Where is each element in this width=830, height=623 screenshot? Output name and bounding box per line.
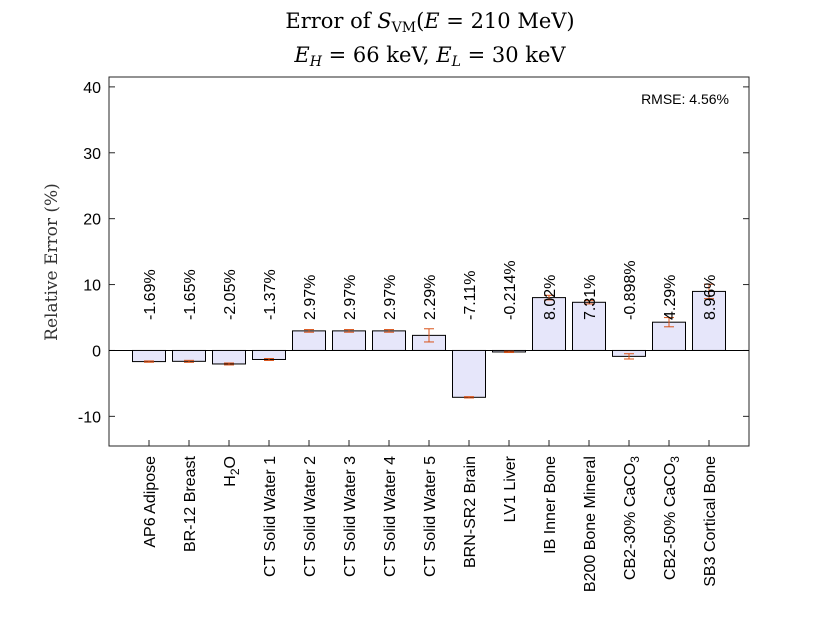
y-axis-label: Relative Error (%): [42, 183, 62, 341]
data-label: 2.29%: [422, 275, 439, 320]
data-label: -7.11%: [462, 270, 479, 320]
y-tick-label: 0: [92, 343, 101, 360]
plot-area: -10 0 10 20 30 40 -1.69% AP6 Adipose -1.65% BR-12…: [78, 76, 750, 592]
category-label: B200 Bone Mineral: [582, 456, 599, 592]
category-label: LV1 Liver: [502, 455, 519, 522]
category-label: BRN-SR2 Brain: [462, 456, 479, 568]
axes-box: [108, 76, 750, 447]
y-tick-label: 20: [83, 212, 101, 229]
bar: [332, 330, 366, 351]
category-label: CB2-30% CaCO3: [622, 456, 642, 580]
chart-title-line1: Error of SVM(E = 210 MeV): [285, 9, 574, 36]
title-subscript: VM: [391, 20, 416, 36]
y-tick-label: 10: [83, 278, 101, 295]
bar: [692, 290, 726, 351]
bar: [212, 349, 246, 365]
data-label: 4.29%: [662, 275, 679, 320]
data-label: 8.96%: [702, 275, 719, 320]
category-label: IB Inner Bone: [542, 456, 559, 554]
data-label: -2.05%: [222, 269, 239, 320]
bar: [172, 349, 206, 362]
title-eh-symbol: E: [293, 43, 309, 67]
title-energy-symbol: E: [423, 9, 439, 33]
data-label: 2.97%: [342, 275, 359, 320]
category-label: CT Solid Water 4: [382, 456, 399, 577]
title-prefix: Error of: [285, 9, 377, 33]
title-eh-value: = 66 keV,: [322, 43, 436, 67]
data-label: -1.65%: [182, 269, 199, 320]
data-label: 2.97%: [382, 275, 399, 320]
bar: [572, 301, 606, 351]
data-label: -0.898%: [622, 260, 639, 320]
bar: [292, 330, 326, 351]
title-el-value: = 30 keV: [461, 43, 566, 67]
data-label: 2.97%: [302, 275, 319, 320]
category-label: H2O: [222, 456, 242, 487]
category-label: BR-12 Breast: [182, 455, 199, 552]
title-eh-subscript: H: [309, 54, 323, 70]
title-energy-value: = 210 MeV): [440, 9, 575, 33]
y-tick-label: -10: [78, 409, 101, 426]
title-symbol: S: [377, 9, 391, 33]
title-el-symbol: E: [435, 43, 451, 67]
data-label: -1.37%: [262, 269, 279, 320]
bar: [452, 349, 486, 398]
data-label: -0.214%: [502, 260, 519, 320]
category-label: CT Solid Water 5: [422, 456, 439, 577]
title-el-subscript: L: [451, 54, 461, 70]
category-label: CT Solid Water 3: [342, 456, 359, 577]
rmse-annotation: RMSE: 4.56%: [641, 91, 729, 107]
y-tick-label: 40: [83, 80, 101, 97]
data-label: -1.69%: [142, 269, 159, 320]
bar: [372, 330, 406, 351]
category-label: AP6 Adipose: [142, 456, 159, 548]
category-label: SB3 Cortical Bone: [702, 456, 719, 587]
bar: [132, 349, 166, 363]
title-suffix: (: [416, 9, 424, 33]
category-label: CT Solid Water 2: [302, 456, 319, 577]
data-label: 7.31%: [582, 275, 599, 320]
category-label: CB2-50% CaCO3: [662, 456, 682, 580]
data-label: 8.02%: [542, 275, 559, 320]
chart-title-line2: EH = 66 keV, EL = 30 keV: [293, 43, 566, 70]
y-tick-label: 30: [83, 146, 101, 163]
category-label: CT Solid Water 1: [262, 456, 279, 577]
